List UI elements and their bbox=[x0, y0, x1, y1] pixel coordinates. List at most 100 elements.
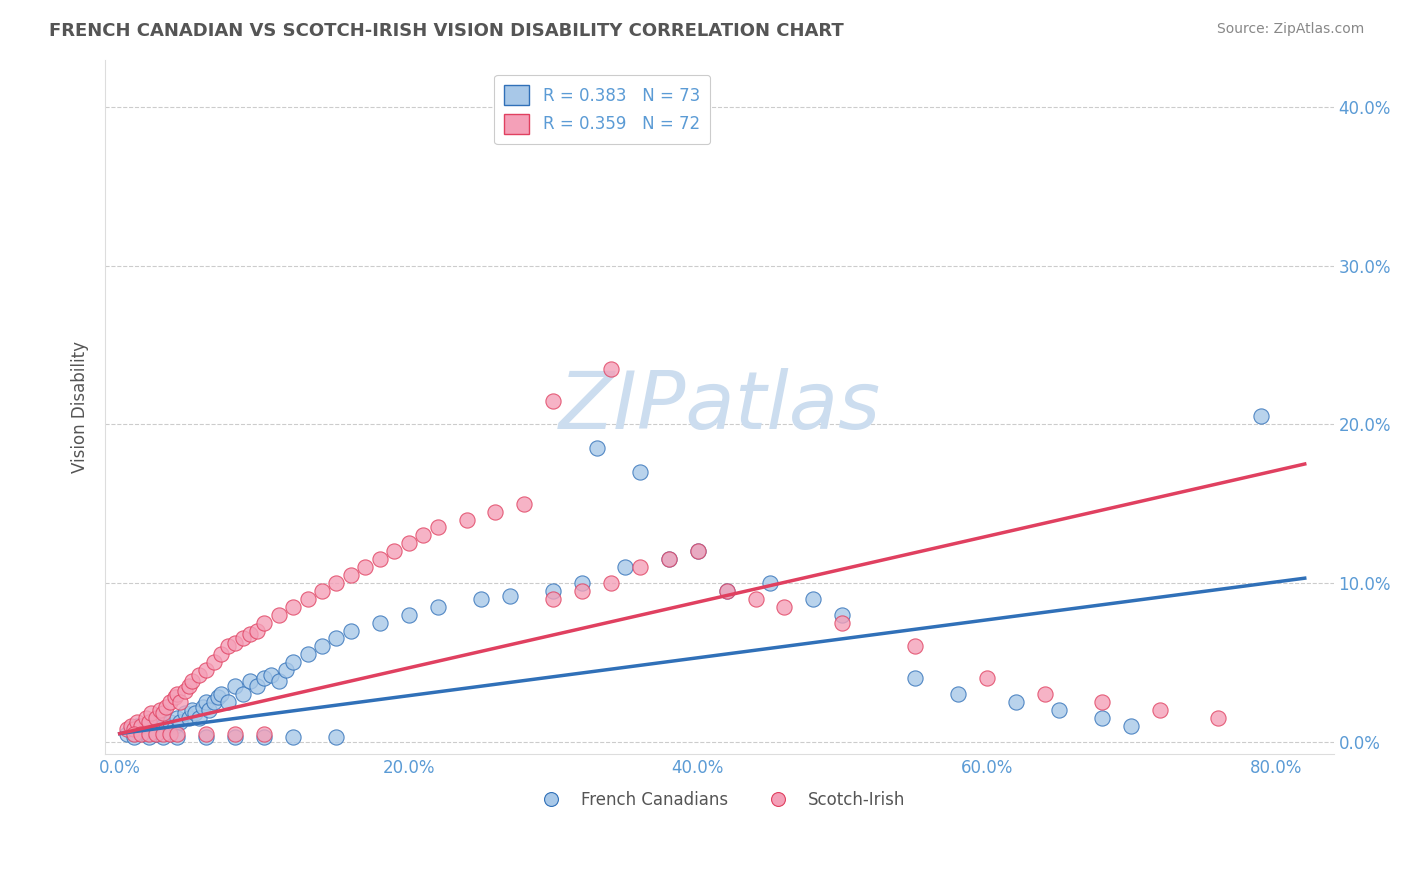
Point bbox=[169, 695, 191, 709]
Point bbox=[614, 560, 637, 574]
Point bbox=[585, 441, 607, 455]
Point bbox=[173, 683, 195, 698]
Point bbox=[759, 576, 782, 591]
Point bbox=[149, 715, 172, 730]
Point bbox=[163, 690, 186, 705]
Point bbox=[209, 648, 232, 662]
Point bbox=[184, 706, 207, 720]
Point bbox=[131, 719, 153, 733]
Text: Source: ZipAtlas.com: Source: ZipAtlas.com bbox=[1216, 22, 1364, 37]
Point bbox=[115, 726, 138, 740]
Point bbox=[571, 583, 593, 598]
Point bbox=[166, 687, 188, 701]
Point bbox=[155, 699, 177, 714]
Point bbox=[1206, 711, 1229, 725]
Point bbox=[120, 722, 142, 736]
Point bbox=[202, 695, 225, 709]
Point bbox=[188, 668, 211, 682]
Point bbox=[195, 663, 218, 677]
Point bbox=[246, 679, 269, 693]
Point bbox=[513, 497, 536, 511]
Point bbox=[398, 536, 420, 550]
Point bbox=[202, 655, 225, 669]
Point bbox=[686, 544, 709, 558]
Point bbox=[281, 599, 304, 614]
Point bbox=[946, 687, 969, 701]
Point bbox=[658, 552, 681, 566]
Point bbox=[239, 626, 262, 640]
Point bbox=[716, 583, 738, 598]
Point bbox=[744, 591, 766, 606]
Point bbox=[354, 560, 377, 574]
Point bbox=[412, 528, 434, 542]
Point bbox=[311, 583, 333, 598]
Point bbox=[311, 640, 333, 654]
Point bbox=[976, 671, 998, 685]
Point bbox=[600, 576, 623, 591]
Point bbox=[628, 465, 651, 479]
Point bbox=[122, 726, 145, 740]
Point bbox=[217, 640, 239, 654]
Point bbox=[541, 583, 564, 598]
Point bbox=[122, 726, 145, 740]
Point bbox=[217, 695, 239, 709]
Point bbox=[773, 599, 796, 614]
Point bbox=[152, 719, 174, 733]
Point bbox=[195, 695, 218, 709]
Point bbox=[177, 711, 200, 725]
Point bbox=[658, 552, 681, 566]
Point bbox=[135, 726, 157, 740]
Point bbox=[135, 711, 157, 725]
Point bbox=[628, 560, 651, 574]
Point bbox=[188, 711, 211, 725]
Point bbox=[484, 505, 506, 519]
Point bbox=[260, 668, 283, 682]
Point bbox=[131, 722, 153, 736]
Point bbox=[152, 706, 174, 720]
Point bbox=[325, 730, 347, 744]
Point bbox=[166, 730, 188, 744]
Point bbox=[169, 715, 191, 730]
Point bbox=[1004, 695, 1026, 709]
Point bbox=[1091, 711, 1114, 725]
Y-axis label: Vision Disability: Vision Disability bbox=[72, 341, 89, 473]
Point bbox=[499, 589, 522, 603]
Point bbox=[177, 679, 200, 693]
Point bbox=[224, 730, 246, 744]
Point bbox=[159, 695, 181, 709]
Point bbox=[368, 552, 391, 566]
Point bbox=[207, 690, 229, 705]
Point bbox=[155, 722, 177, 736]
Point bbox=[281, 655, 304, 669]
Point bbox=[831, 615, 853, 630]
Point bbox=[231, 632, 253, 646]
Point bbox=[141, 706, 163, 720]
Point bbox=[267, 607, 290, 622]
Point bbox=[325, 632, 347, 646]
Point bbox=[159, 726, 181, 740]
Point bbox=[1250, 409, 1272, 424]
Point bbox=[246, 624, 269, 638]
Point bbox=[267, 674, 290, 689]
Point bbox=[224, 636, 246, 650]
Point bbox=[145, 711, 167, 725]
Point bbox=[340, 624, 363, 638]
Point bbox=[181, 674, 204, 689]
Point bbox=[903, 671, 925, 685]
Point bbox=[1149, 703, 1171, 717]
Text: ZIPatlas: ZIPatlas bbox=[558, 368, 880, 446]
Point bbox=[152, 730, 174, 744]
Point bbox=[801, 591, 824, 606]
Point bbox=[195, 726, 218, 740]
Point bbox=[198, 703, 221, 717]
Point bbox=[426, 520, 449, 534]
Point bbox=[166, 726, 188, 740]
Point bbox=[903, 640, 925, 654]
Point bbox=[253, 730, 276, 744]
Point bbox=[122, 722, 145, 736]
Point bbox=[239, 674, 262, 689]
Point bbox=[297, 591, 319, 606]
Point bbox=[166, 711, 188, 725]
Point bbox=[716, 583, 738, 598]
Point bbox=[600, 362, 623, 376]
